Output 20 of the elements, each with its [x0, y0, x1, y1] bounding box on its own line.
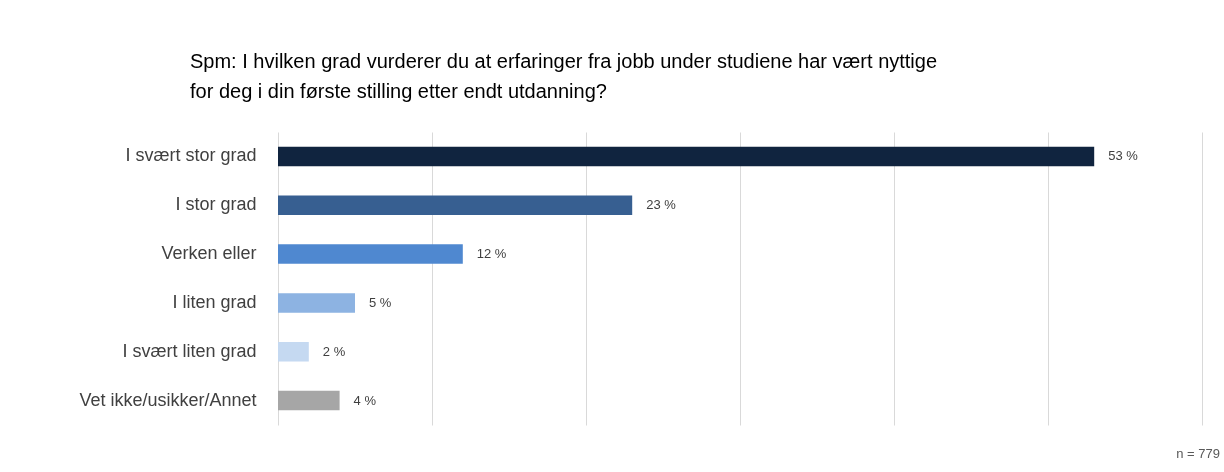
bar [278, 293, 355, 313]
bar [278, 195, 633, 216]
bar [278, 146, 1095, 167]
y-tick-label: I liten grad [172, 291, 257, 312]
data-label: 53 % [1108, 148, 1139, 164]
y-tick-label: Vet ikke/usikker/Annet [79, 389, 257, 410]
text: n = 779 [1176, 446, 1220, 461]
y-tick-label: I stor grad [175, 194, 257, 215]
data-label: 4 % [353, 392, 377, 408]
bar [278, 244, 463, 264]
y-tick-label: I svært liten grad [122, 340, 257, 361]
data-label: 2 % [322, 343, 346, 359]
data-label: 12 % [476, 246, 507, 262]
y-tick-label: Verken eller [161, 243, 257, 264]
chart-title: Spm: I hvilken grad vurderer du at erfaringer fra jobb under studiene har vært nyttige for deg i din første stilling etter endt utdanning? [190, 50, 938, 102]
data-label: 23 % [646, 197, 677, 213]
bar [278, 341, 309, 362]
bar [278, 390, 340, 411]
data-label: 5 % [369, 294, 392, 310]
y-tick-label: I svært stor grad [125, 145, 257, 166]
